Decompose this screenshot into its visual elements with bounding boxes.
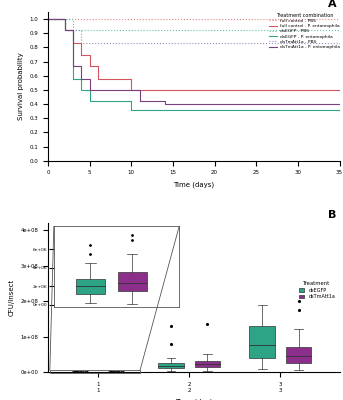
dsEGFP - P. entomophila	[79, 76, 83, 81]
Y-axis label: Survival probability: Survival probability	[18, 52, 24, 120]
full control - P. entomophila	[87, 64, 92, 68]
Line: dsTmAtt1a - PBS: dsTmAtt1a - PBS	[48, 19, 340, 43]
Line: dsTmAtt1a - P. entomophila: dsTmAtt1a - P. entomophila	[48, 19, 340, 104]
full control - P. entomophila	[87, 52, 92, 57]
full control - P. entomophila	[96, 76, 100, 81]
dsEGFP - PBS	[71, 17, 75, 22]
full control - P. entomophila	[71, 28, 75, 33]
FancyBboxPatch shape	[286, 347, 311, 363]
full control - P. entomophila	[79, 52, 83, 57]
full control - P. entomophila	[79, 41, 83, 46]
Legend: dsEGFP, dsTmAtt1a: dsEGFP, dsTmAtt1a	[297, 279, 337, 301]
Legend: full control - PBS, full control - P. entomophila, dsEGFP - PBS, dsEGFP - P. ent: full control - PBS, full control - P. en…	[269, 13, 340, 49]
Text: B: B	[328, 210, 336, 220]
dsTmAtt1a - P. entomophila	[87, 88, 92, 92]
dsEGFP - PBS	[46, 17, 50, 22]
dsTmAtt1a - P. entomophila	[138, 88, 142, 92]
dsTmAtt1a - P. entomophila	[87, 76, 92, 81]
Bar	[50, 370, 140, 373]
full control - P. entomophila	[129, 76, 133, 81]
dsEGFP - P. entomophila	[87, 88, 92, 92]
dsTmAtt1a - P. entomophila	[71, 28, 75, 33]
Text: A: A	[328, 0, 336, 9]
FancyBboxPatch shape	[158, 363, 184, 368]
dsEGFP - P. entomophila	[71, 28, 75, 33]
full control - P. entomophila	[338, 88, 342, 92]
dsEGFP - PBS	[338, 28, 342, 33]
Y-axis label: CFU/Insect: CFU/Insect	[9, 279, 15, 316]
dsTmAtt1a - P. entomophila	[71, 64, 75, 68]
dsEGFP - PBS	[71, 28, 75, 33]
dsTmAtt1a - P. entomophila	[79, 76, 83, 81]
full control - P. entomophila	[71, 41, 75, 46]
dsTmAtt1a - PBS	[46, 17, 50, 22]
FancyBboxPatch shape	[249, 326, 275, 358]
full control - P. entomophila	[96, 64, 100, 68]
dsTmAtt1a - PBS	[79, 28, 83, 33]
dsEGFP - PBS	[338, 28, 342, 33]
dsTmAtt1a - P. entomophila	[46, 17, 50, 22]
Line: dsEGFP - PBS: dsEGFP - PBS	[48, 19, 340, 30]
dsTmAtt1a - P. entomophila	[338, 102, 342, 106]
full control - P. entomophila	[63, 17, 67, 22]
dsTmAtt1a - PBS	[79, 41, 83, 46]
dsTmAtt1a - P. entomophila	[63, 28, 67, 33]
dsEGFP - P. entomophila	[71, 76, 75, 81]
dsTmAtt1a - P. entomophila	[163, 102, 167, 106]
X-axis label: Time (days): Time (days)	[173, 181, 214, 188]
dsTmAtt1a - PBS	[63, 28, 67, 33]
dsEGFP - P. entomophila	[87, 99, 92, 104]
dsEGFP - P. entomophila	[63, 28, 67, 33]
full control - P. entomophila	[63, 28, 67, 33]
Line: dsEGFP - P. entomophila: dsEGFP - P. entomophila	[48, 19, 340, 112]
dsTmAtt1a - P. entomophila	[138, 99, 142, 104]
dsEGFP - P. entomophila	[63, 17, 67, 22]
X-axis label: Time (day): Time (day)	[175, 398, 213, 400]
full control - P. entomophila	[129, 88, 133, 92]
Line: full control - P. entomophila: full control - P. entomophila	[48, 19, 340, 90]
FancyBboxPatch shape	[195, 361, 220, 367]
full control - P. entomophila	[46, 17, 50, 22]
dsEGFP - P. entomophila	[79, 88, 83, 92]
dsEGFP - P. entomophila	[129, 107, 133, 112]
dsTmAtt1a - PBS	[63, 17, 67, 22]
dsTmAtt1a - P. entomophila	[63, 17, 67, 22]
dsEGFP - P. entomophila	[129, 99, 133, 104]
dsTmAtt1a - PBS	[338, 41, 342, 46]
dsTmAtt1a - P. entomophila	[338, 102, 342, 106]
dsTmAtt1a - P. entomophila	[79, 64, 83, 68]
dsEGFP - P. entomophila	[46, 17, 50, 22]
full control - P. entomophila	[338, 88, 342, 92]
full control - PBS	[46, 17, 50, 22]
dsTmAtt1a - PBS	[338, 41, 342, 46]
dsEGFP - P. entomophila	[338, 110, 342, 115]
dsTmAtt1a - P. entomophila	[163, 99, 167, 104]
full control - PBS	[338, 17, 342, 22]
full control - PBS	[338, 17, 342, 22]
dsEGFP - P. entomophila	[338, 107, 342, 112]
